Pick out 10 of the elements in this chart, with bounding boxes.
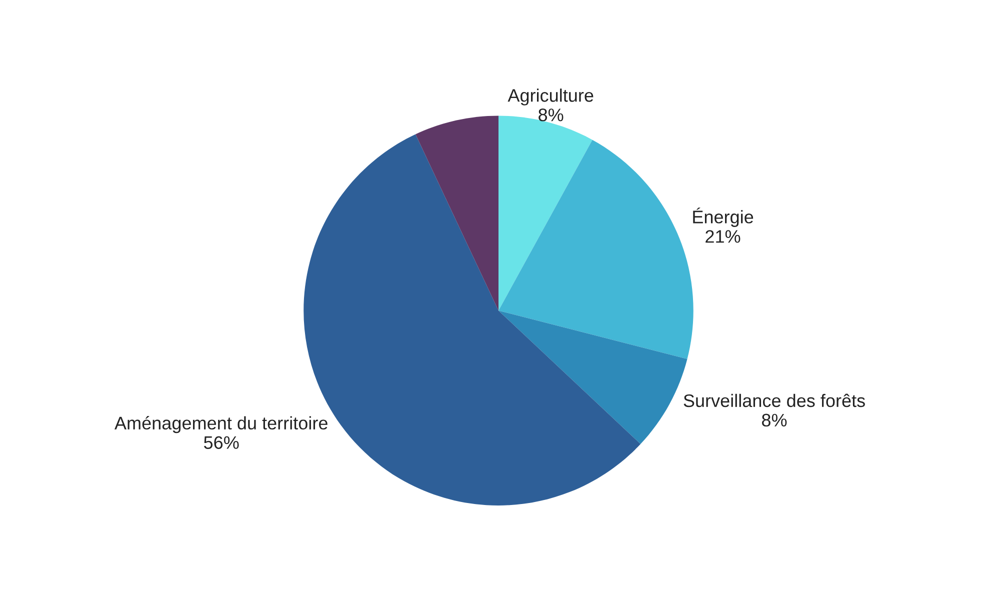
data-label: 8% (538, 108, 564, 122)
pie-slice (498, 140, 694, 360)
pie-slice (416, 116, 498, 311)
slice-label: Agriculture (508, 88, 594, 106)
data-label: 8% (762, 414, 787, 427)
data-label: 21% (706, 230, 740, 243)
slice-label: Énergie (693, 208, 754, 227)
slice-label: Surveillance des forêts (684, 394, 865, 408)
data-label: 56% (204, 436, 239, 449)
slice-label: Aménagement du territoire (114, 416, 328, 434)
